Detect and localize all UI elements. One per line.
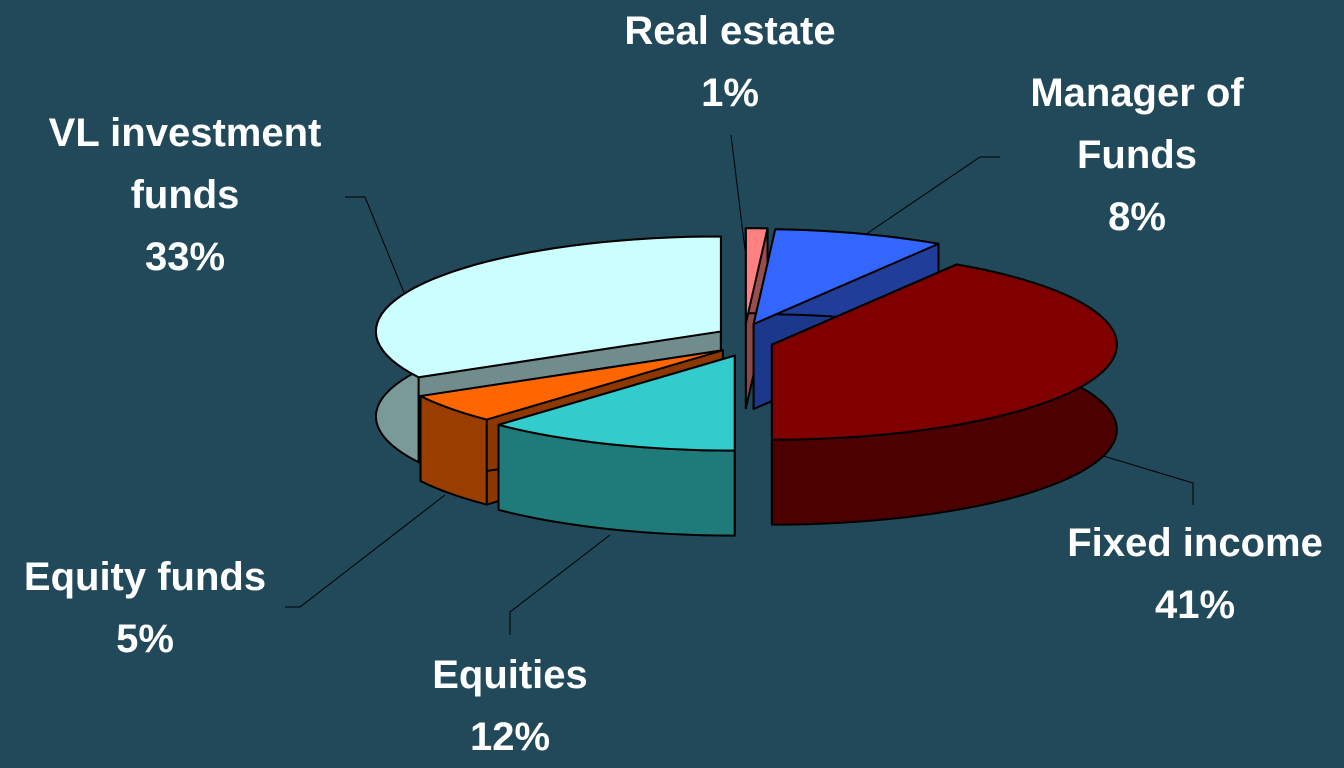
slice (770, 263, 1118, 526)
slice-top (744, 227, 769, 325)
value-label: 8% (1108, 195, 1166, 239)
leader-line (730, 134, 746, 251)
leader-line (849, 156, 1000, 246)
category-label: Equities (432, 653, 588, 697)
value-label: 33% (144, 235, 226, 279)
value-label: 1% (701, 71, 759, 115)
slice-top (419, 349, 724, 421)
category-label: Manager of Funds (1030, 71, 1244, 177)
category-label: Real estate (624, 9, 836, 53)
slice-label: Real estate 1% (580, 0, 880, 124)
category-label: VL investment funds (48, 111, 322, 217)
slice-label: Equities 12% (400, 644, 620, 768)
leader-line (285, 494, 446, 608)
leader-line (345, 196, 406, 296)
leader-lines (285, 134, 1194, 635)
slice-label: Manager of Funds 8% (1002, 62, 1272, 248)
slice-top (374, 235, 722, 379)
pie (374, 227, 1118, 537)
slice-label: Fixed income 41% (1047, 512, 1343, 636)
slice-label: Equity funds 5% (5, 546, 285, 670)
slice-top (770, 263, 1118, 441)
slice-top (497, 354, 736, 452)
value-label: 12% (469, 715, 551, 759)
value-label: 41% (1154, 583, 1236, 627)
category-label: Fixed income (1067, 521, 1323, 565)
slice-top (752, 228, 940, 326)
slice-label: VL investment funds 33% (20, 102, 350, 288)
leader-line (509, 534, 611, 635)
leader-line (1099, 454, 1194, 505)
slice (497, 354, 736, 537)
value-label: 5% (116, 617, 174, 661)
category-label: Equity funds (23, 555, 267, 599)
